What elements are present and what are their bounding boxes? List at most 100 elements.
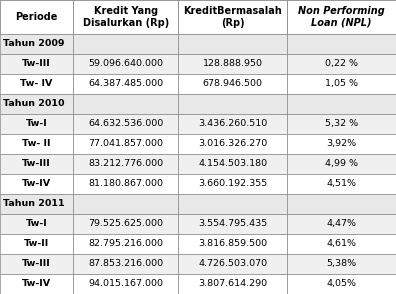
Text: Tw-I: Tw-I (26, 219, 48, 228)
Bar (73, 194, 178, 214)
Bar (287, 274, 396, 294)
Bar (73, 274, 178, 294)
Bar (73, 34, 178, 54)
Bar (73, 0, 178, 34)
Text: Non Performing
Loan (NPL): Non Performing Loan (NPL) (298, 6, 385, 28)
Text: 83.212.776.000: 83.212.776.000 (88, 159, 163, 168)
Bar (178, 54, 287, 74)
Bar (178, 154, 287, 174)
Bar (0, 214, 73, 234)
Bar (178, 0, 287, 34)
Text: 87.853.216.000: 87.853.216.000 (88, 260, 163, 268)
Text: Tw-IV: Tw-IV (22, 179, 51, 188)
Text: 5,32 %: 5,32 % (325, 119, 358, 128)
Text: 128.888.950: 128.888.950 (203, 59, 263, 68)
Bar (0, 94, 73, 114)
Text: 4,61%: 4,61% (327, 240, 356, 248)
Text: Periode: Periode (15, 12, 58, 22)
Bar (287, 194, 396, 214)
Bar (178, 94, 287, 114)
Bar (73, 234, 178, 254)
Text: 1,05 %: 1,05 % (325, 79, 358, 88)
Text: Tahun 2009: Tahun 2009 (3, 39, 65, 48)
Text: Tw-III: Tw-III (22, 260, 51, 268)
Text: 5,38%: 5,38% (326, 260, 357, 268)
Text: 3.554.795.435: 3.554.795.435 (198, 219, 267, 228)
Text: 79.525.625.000: 79.525.625.000 (88, 219, 163, 228)
Text: 3.807.614.290: 3.807.614.290 (198, 280, 267, 288)
Text: Kredit Yang
Disalurkan (Rp): Kredit Yang Disalurkan (Rp) (83, 6, 169, 28)
Text: 77.041.857.000: 77.041.857.000 (88, 139, 163, 148)
Text: 3.660.192.355: 3.660.192.355 (198, 179, 267, 188)
Text: 82.795.216.000: 82.795.216.000 (88, 240, 163, 248)
Bar (0, 274, 73, 294)
Text: Tw-III: Tw-III (22, 59, 51, 68)
Text: 94.015.167.000: 94.015.167.000 (88, 280, 163, 288)
Bar (0, 0, 73, 34)
Text: Tahun 2011: Tahun 2011 (3, 199, 65, 208)
Bar (0, 134, 73, 154)
Bar (287, 214, 396, 234)
Bar (178, 114, 287, 134)
Text: Tw- II: Tw- II (23, 139, 51, 148)
Text: 4.154.503.180: 4.154.503.180 (198, 159, 267, 168)
Bar (178, 34, 287, 54)
Bar (73, 114, 178, 134)
Text: 3.816.859.500: 3.816.859.500 (198, 240, 267, 248)
Bar (73, 214, 178, 234)
Text: Tw-III: Tw-III (22, 159, 51, 168)
Bar (178, 214, 287, 234)
Bar (287, 0, 396, 34)
Bar (287, 174, 396, 194)
Text: Tw-I: Tw-I (26, 119, 48, 128)
Bar (178, 274, 287, 294)
Bar (287, 54, 396, 74)
Bar (73, 94, 178, 114)
Bar (0, 194, 73, 214)
Text: 81.180.867.000: 81.180.867.000 (88, 179, 163, 188)
Bar (178, 174, 287, 194)
Text: 3.016.326.270: 3.016.326.270 (198, 139, 267, 148)
Text: 3.436.260.510: 3.436.260.510 (198, 119, 267, 128)
Bar (178, 194, 287, 214)
Bar (0, 254, 73, 274)
Bar (0, 154, 73, 174)
Bar (73, 254, 178, 274)
Text: 678.946.500: 678.946.500 (203, 79, 263, 88)
Bar (178, 234, 287, 254)
Bar (178, 254, 287, 274)
Bar (287, 154, 396, 174)
Text: Tahun 2010: Tahun 2010 (3, 99, 65, 108)
Bar (0, 54, 73, 74)
Text: Tw-IV: Tw-IV (22, 280, 51, 288)
Bar (0, 174, 73, 194)
Bar (287, 234, 396, 254)
Bar (287, 134, 396, 154)
Text: 3,92%: 3,92% (326, 139, 357, 148)
Text: 59.096.640.000: 59.096.640.000 (88, 59, 163, 68)
Text: Tw-II: Tw-II (24, 240, 49, 248)
Text: 0,22 %: 0,22 % (325, 59, 358, 68)
Text: 4,51%: 4,51% (327, 179, 356, 188)
Text: KreditBermasalah
(Rp): KreditBermasalah (Rp) (183, 6, 282, 28)
Bar (287, 74, 396, 94)
Bar (287, 114, 396, 134)
Bar (178, 134, 287, 154)
Text: 4.726.503.070: 4.726.503.070 (198, 260, 267, 268)
Bar (73, 54, 178, 74)
Bar (178, 74, 287, 94)
Bar (0, 234, 73, 254)
Text: 64.387.485.000: 64.387.485.000 (88, 79, 163, 88)
Bar (0, 34, 73, 54)
Bar (73, 134, 178, 154)
Bar (287, 94, 396, 114)
Text: 4,05%: 4,05% (327, 280, 356, 288)
Text: Tw- IV: Tw- IV (21, 79, 53, 88)
Bar (287, 34, 396, 54)
Bar (0, 74, 73, 94)
Text: 4,99 %: 4,99 % (325, 159, 358, 168)
Bar (0, 114, 73, 134)
Bar (287, 254, 396, 274)
Bar (73, 174, 178, 194)
Bar (73, 154, 178, 174)
